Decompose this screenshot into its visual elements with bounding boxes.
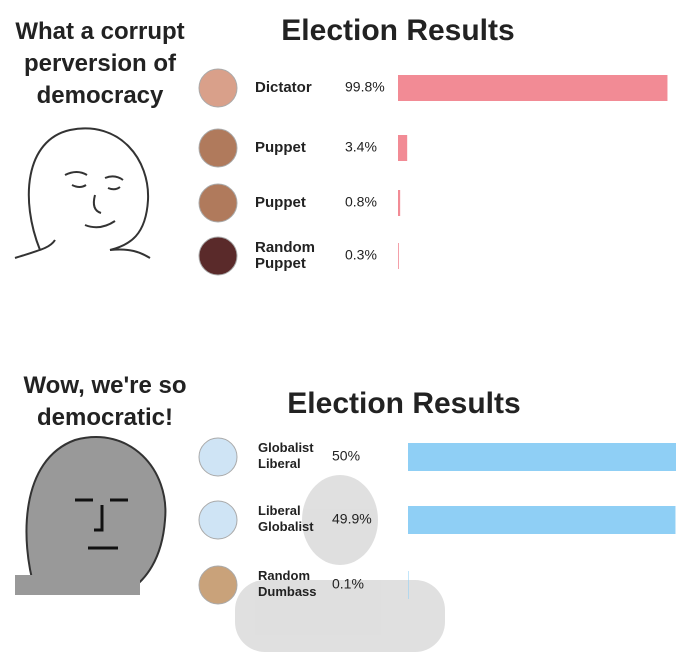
candidate-avatar (198, 437, 238, 477)
candidate-name: Puppet (255, 194, 306, 211)
wojak-face (14, 127, 151, 259)
value-label: 3.4% (345, 139, 377, 155)
candidate-name: Random Dumbass (258, 568, 317, 599)
candidate-name: Random Puppet (255, 239, 315, 272)
candidate-avatar (198, 128, 238, 168)
candidate-avatar (198, 236, 238, 276)
candidate-name: Liberal Globalist (258, 503, 314, 534)
npc-face (15, 436, 167, 595)
caption: What a corrupt perversion of democracy (15, 18, 185, 109)
bar (408, 506, 676, 534)
candidate-avatar (198, 183, 238, 223)
bar (408, 571, 409, 599)
bar (398, 243, 399, 269)
bar (408, 443, 676, 471)
value-label: 0.3% (345, 247, 377, 263)
bar (398, 190, 401, 216)
chart-title: Election Results (281, 14, 514, 47)
candidate-avatar (198, 68, 238, 108)
caption: Wow, we're so democratic! (23, 372, 187, 431)
chart-title: Election Results (287, 387, 520, 420)
bar (398, 75, 668, 101)
candidate-avatar (198, 500, 238, 540)
candidate-name: Puppet (255, 139, 306, 156)
candidate-name: Dictator (255, 79, 312, 96)
candidate-avatar (198, 565, 238, 605)
candidate-name: Globalist Liberal (258, 440, 314, 471)
value-label: 99.8% (345, 79, 385, 95)
value-label: 0.8% (345, 194, 377, 210)
value-label: 0.1% (332, 576, 364, 592)
bar (398, 135, 408, 161)
background-figure (235, 475, 445, 652)
value-label: 50% (332, 448, 360, 464)
value-label: 49.9% (332, 511, 372, 527)
